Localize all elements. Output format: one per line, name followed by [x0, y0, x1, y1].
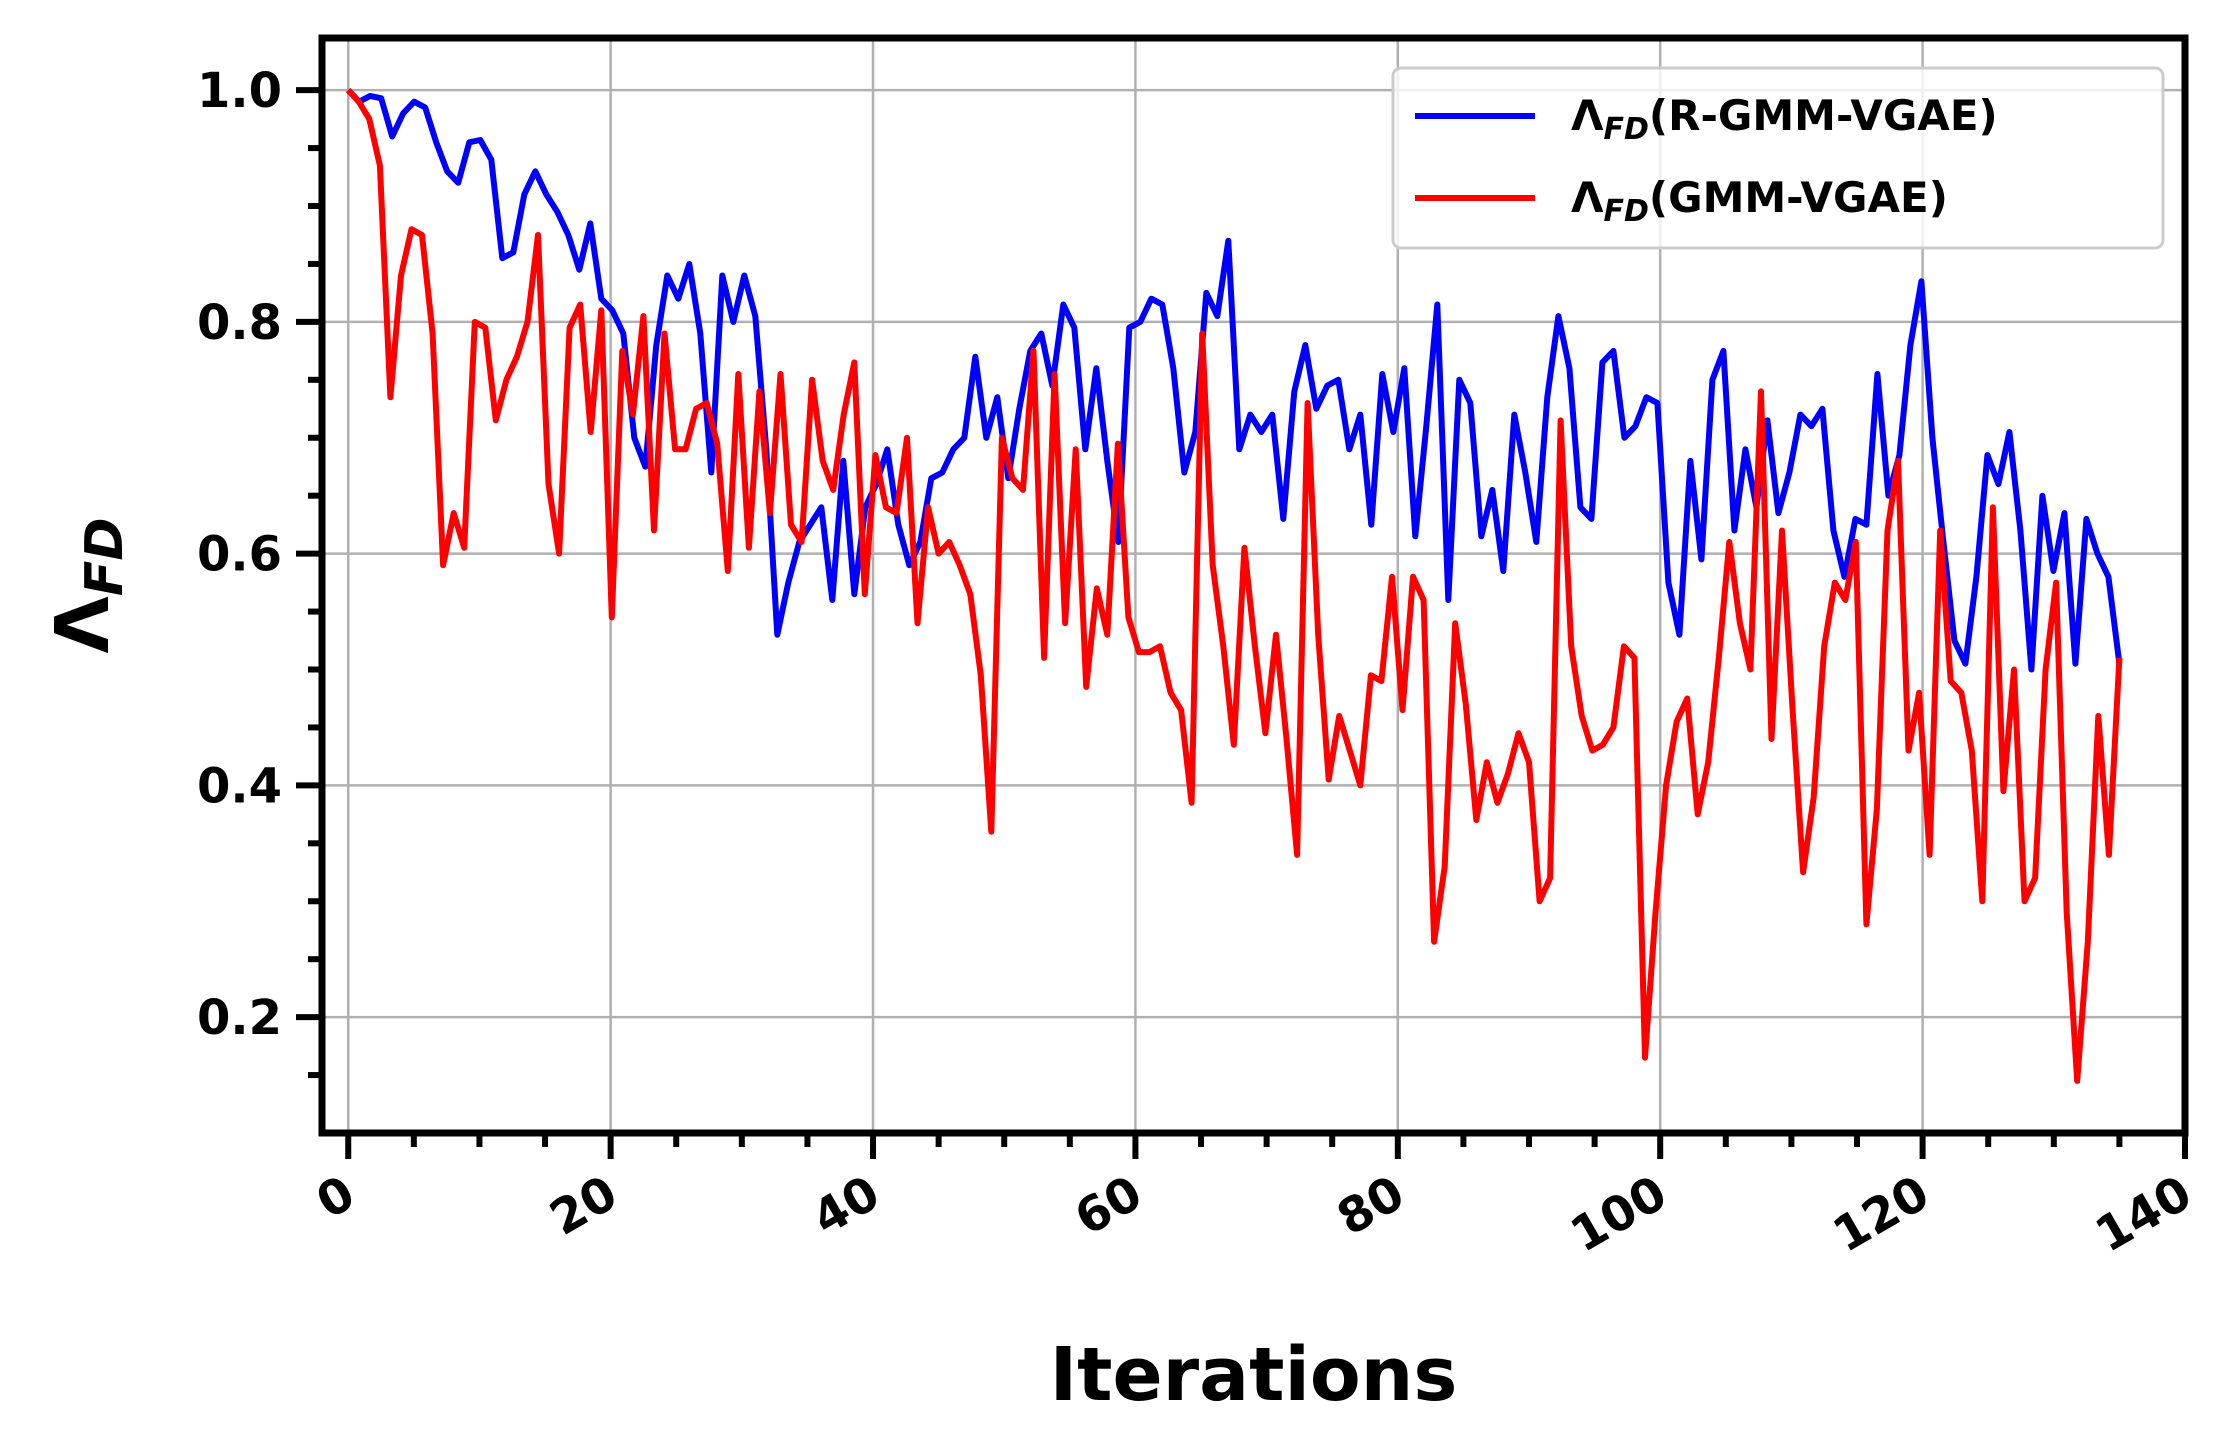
y-tick-label: 0.8: [197, 295, 282, 351]
y-tick-label: 1.0: [197, 63, 282, 119]
series-line-r-gmm-vgae: [346, 88, 2123, 673]
legend-label-gmm-vgae-sub: FD: [1604, 194, 1649, 229]
y-axis-label: ΛFD: [40, 518, 135, 654]
series-line-gmm-vgae: [345, 88, 2123, 1084]
x-axis-label: Iterations: [1050, 1332, 1458, 1418]
legend: ΛFD(R-GMM-VGAE) ΛFD(GMM-VGAE): [1391, 66, 2165, 250]
legend-box: [1391, 66, 2165, 250]
legend-label-gmm-vgae-main: Λ: [1571, 173, 1604, 222]
y-axis-label-main: Λ: [40, 596, 126, 653]
y-tick-label: 0.2: [197, 990, 282, 1046]
y-axis-label-sub: FD: [75, 518, 135, 597]
y-tick-label: 0.4: [197, 758, 282, 814]
legend-label-gmm-vgae: ΛFD(GMM-VGAE): [1571, 173, 1948, 229]
plot-frame: [318, 34, 2189, 1137]
legend-label-r-gmm-vgae-suffix: (R-GMM-VGAE): [1649, 91, 1998, 140]
axis-ticks: [296, 87, 2188, 1159]
legend-label-r-gmm-vgae-sub: FD: [1604, 112, 1649, 147]
legend-label-r-gmm-vgae: ΛFD(R-GMM-VGAE): [1571, 91, 1998, 147]
legend-label-r-gmm-vgae-main: Λ: [1571, 91, 1604, 140]
series-lines: [345, 88, 2123, 1084]
y-tick-label: 0.6: [197, 527, 282, 583]
legend-label-gmm-vgae-suffix: (GMM-VGAE): [1649, 173, 1948, 222]
